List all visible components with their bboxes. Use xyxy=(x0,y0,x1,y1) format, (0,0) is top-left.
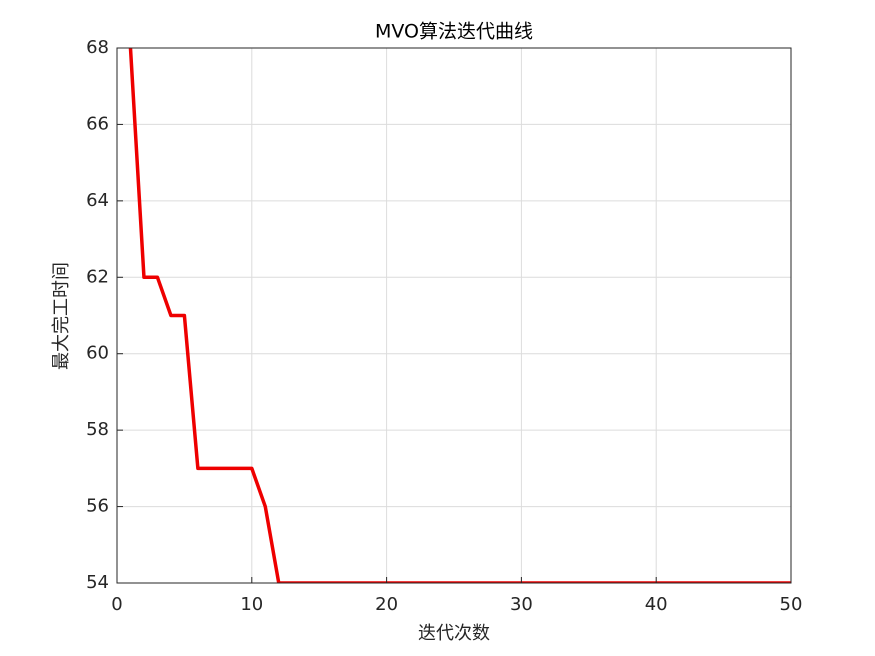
plot xyxy=(128,48,791,583)
y-tick-label: 56 xyxy=(86,496,109,517)
y-tick-label: 54 xyxy=(86,572,109,593)
x-tick-label: 0 xyxy=(111,594,122,615)
x-tick-label: 20 xyxy=(375,594,398,615)
y-tick-label: 58 xyxy=(86,419,109,440)
x-tick-label: 10 xyxy=(240,594,263,615)
axes-box xyxy=(116,47,792,584)
ticks: 0 10 20 30 40 50 54 56 58 60 62 64 66 68 xyxy=(86,37,802,615)
y-axis-label: 最大完工时间 xyxy=(51,262,72,370)
y-tick-label: 60 xyxy=(86,343,109,364)
x-tick-label: 50 xyxy=(780,594,803,615)
y-tick-label: 66 xyxy=(86,113,109,134)
chart-title: MVO算法迭代曲线 xyxy=(375,21,533,43)
x-tick-label: 40 xyxy=(645,594,668,615)
y-tick-label: 64 xyxy=(86,190,109,211)
line-series xyxy=(128,48,791,583)
y-tick-label: 62 xyxy=(86,266,109,287)
x-tick-label: 30 xyxy=(510,594,533,615)
grid xyxy=(116,47,792,584)
x-axis-label: 迭代次数 xyxy=(418,623,490,644)
y-tick-label: 68 xyxy=(86,37,109,58)
